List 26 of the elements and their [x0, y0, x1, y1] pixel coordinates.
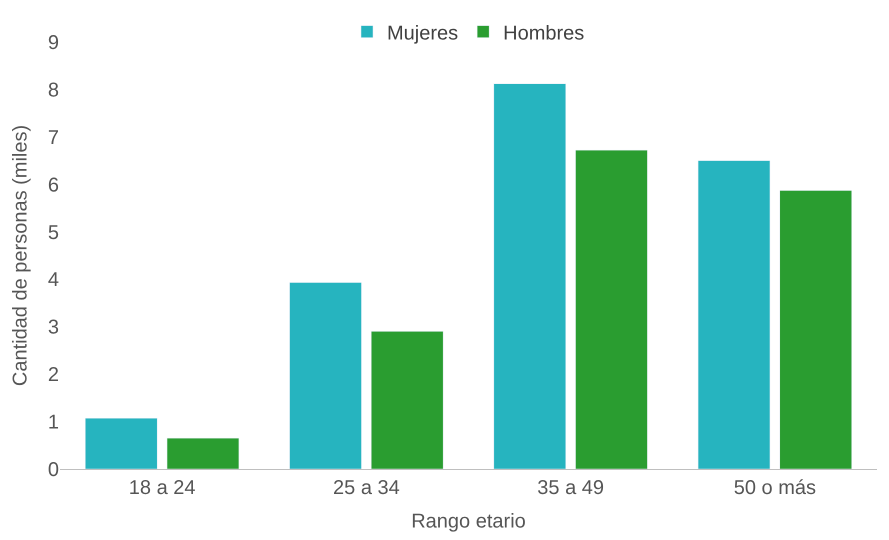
y-tick-label: 9: [48, 32, 59, 54]
y-tick-label: 0: [48, 459, 59, 481]
bar: [780, 190, 852, 469]
y-tick-label: 3: [48, 316, 59, 339]
y-tick-label: 7: [48, 126, 59, 149]
legend-label: Hombres: [503, 22, 584, 44]
y-tick-label: 2: [48, 364, 59, 386]
legend-label: Mujeres: [387, 22, 458, 44]
bar: [166, 438, 240, 469]
x-tick-label: 50 o más: [734, 477, 816, 499]
y-tick-label: 8: [48, 79, 59, 102]
bar: [289, 282, 362, 469]
y-tick-label: 4: [48, 269, 59, 292]
bar: [575, 150, 648, 469]
bar: [698, 160, 770, 469]
y-tick-label: 5: [48, 222, 59, 244]
y-tick-label: 6: [48, 174, 59, 196]
bar: [494, 84, 566, 469]
x-tick-label: 25 a 34: [333, 477, 400, 499]
x-tick-label: 18 a 24: [128, 477, 196, 499]
bar: [371, 331, 444, 469]
y-axis-title: Cantidad de personas (miles): [9, 124, 32, 386]
x-tick-label: 35 a 49: [537, 477, 604, 499]
x-axis-title: Rango etario: [411, 510, 526, 532]
y-tick-label: 1: [48, 412, 59, 434]
bar: [85, 418, 158, 469]
